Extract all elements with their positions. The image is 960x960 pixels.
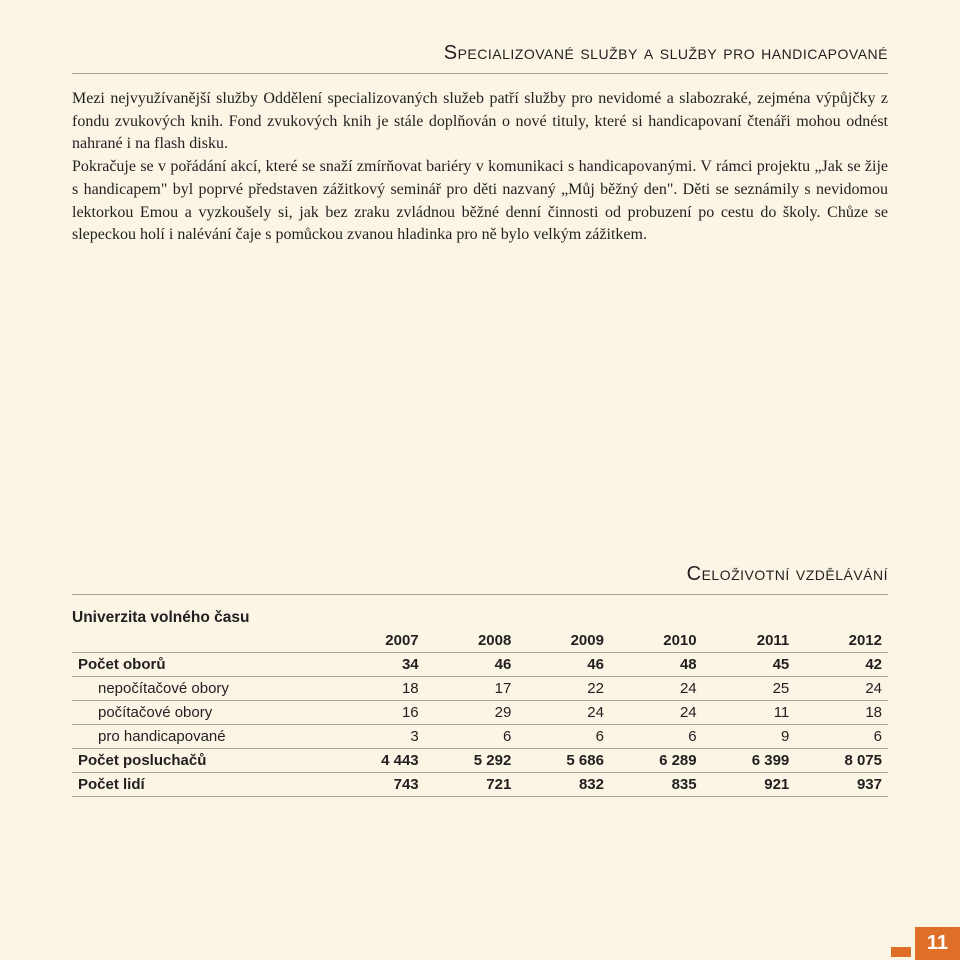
table-cell: 5 686 [517, 749, 610, 773]
table-cell: 18 [795, 701, 888, 725]
paragraph-2: Pokračuje se v pořádání akcí, které se s… [72, 156, 888, 247]
table-cell: 24 [795, 677, 888, 701]
table-cell: 6 289 [610, 749, 703, 773]
table-cell: 24 [610, 677, 703, 701]
page-number-box: 11 [891, 927, 960, 960]
table-cell: 4 443 [332, 749, 425, 773]
table-cell: 5 292 [425, 749, 518, 773]
table-cell: pro handicapované [72, 725, 332, 749]
table-cell: 937 [795, 773, 888, 797]
data-table: 2007 2008 2009 2010 2011 2012 Počet obor… [72, 629, 888, 797]
table-cell: 6 [425, 725, 518, 749]
table-cell: 835 [610, 773, 703, 797]
col-header [72, 629, 332, 653]
table-cell: 34 [332, 653, 425, 677]
table-cell: 25 [703, 677, 796, 701]
col-header: 2007 [332, 629, 425, 653]
table-row: pro handicapované366696 [72, 725, 888, 749]
table-cell: 11 [703, 701, 796, 725]
table-row: počítačové obory162924241118 [72, 701, 888, 725]
table-cell: 46 [517, 653, 610, 677]
table-cell: počítačové obory [72, 701, 332, 725]
table-cell: Počet posluchačů [72, 749, 332, 773]
table-cell: 9 [703, 725, 796, 749]
section-title-lifelong: Celoživotní vzdělávání [72, 563, 888, 586]
col-header: 2008 [425, 629, 518, 653]
table-subheading: Univerzita volného času [72, 609, 888, 627]
table-row: Počet oborů344646484542 [72, 653, 888, 677]
table-cell: 18 [332, 677, 425, 701]
col-header: 2010 [610, 629, 703, 653]
page-number: 11 [915, 927, 960, 960]
col-header: 2012 [795, 629, 888, 653]
table-cell: Počet lidí [72, 773, 332, 797]
table-cell: 24 [610, 701, 703, 725]
table-cell: Počet oborů [72, 653, 332, 677]
divider [72, 594, 888, 595]
body-text-block: Mezi nejvyužívanější služby Oddělení spe… [72, 88, 888, 247]
table-row: Počet lidí743721832835921937 [72, 773, 888, 797]
table-cell: 6 [795, 725, 888, 749]
table-cell: 17 [425, 677, 518, 701]
divider [72, 73, 888, 74]
table-cell: 721 [425, 773, 518, 797]
table-cell: 45 [703, 653, 796, 677]
table-cell: 6 [610, 725, 703, 749]
table-cell: nepočítačové obory [72, 677, 332, 701]
table-cell: 921 [703, 773, 796, 797]
table-cell: 29 [425, 701, 518, 725]
table-cell: 743 [332, 773, 425, 797]
col-header: 2011 [703, 629, 796, 653]
table-header-row: 2007 2008 2009 2010 2011 2012 [72, 629, 888, 653]
table-cell: 22 [517, 677, 610, 701]
table-cell: 24 [517, 701, 610, 725]
table-row: Počet posluchačů4 4435 2925 6866 2896 39… [72, 749, 888, 773]
paragraph-1: Mezi nejvyužívanější služby Oddělení spe… [72, 88, 888, 156]
table-cell: 6 399 [703, 749, 796, 773]
table-cell: 6 [517, 725, 610, 749]
table-cell: 3 [332, 725, 425, 749]
table-cell: 46 [425, 653, 518, 677]
section-title-handicap: Specializované služby a služby pro handi… [72, 42, 888, 65]
table-cell: 832 [517, 773, 610, 797]
table-cell: 16 [332, 701, 425, 725]
page-number-bar [891, 947, 911, 957]
table-cell: 42 [795, 653, 888, 677]
table-row: nepočítačové obory181722242524 [72, 677, 888, 701]
table-cell: 48 [610, 653, 703, 677]
col-header: 2009 [517, 629, 610, 653]
table-cell: 8 075 [795, 749, 888, 773]
